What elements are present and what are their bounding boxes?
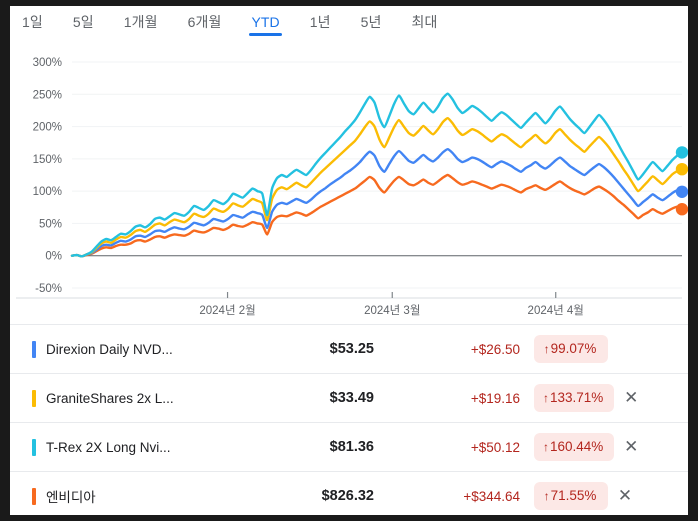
comparison-legend-list: Direxion Daily NVD... $53.25 +$26.50 ↑99.07… <box>10 324 688 515</box>
arrow-up-icon: ↑ <box>543 440 549 454</box>
security-change-amount: +$344.64 <box>463 488 520 504</box>
y-tick-label: 200% <box>33 122 62 134</box>
close-icon[interactable]: ✕ <box>624 388 639 407</box>
series-color-swatch <box>32 389 36 407</box>
security-change-amount: +$19.16 <box>470 390 520 406</box>
percent-value: 71.55% <box>550 488 597 503</box>
security-price: $33.49 <box>329 390 374 406</box>
tab-5일[interactable]: 5일 <box>72 14 94 30</box>
y-tick-label: 100% <box>33 186 62 198</box>
security-change-percent-badge: ↑71.55% <box>534 482 608 510</box>
y-tick-label: 150% <box>33 154 62 166</box>
series-endpoint-dot <box>675 146 688 159</box>
legend-row[interactable]: T-Rex 2X Long Nvi... $81.36 +$50.12 ↑160.44… <box>10 422 688 471</box>
y-tick-label: 0% <box>45 251 62 263</box>
security-change-percent-badge: ↑99.07% <box>534 335 608 363</box>
series-color-swatch <box>32 340 36 358</box>
chart-endpoint-markers <box>675 146 688 216</box>
security-change-amount: +$26.50 <box>470 341 520 357</box>
series-line <box>70 116 684 258</box>
series-endpoint-dot <box>675 185 688 198</box>
chart-series-lines <box>70 92 684 258</box>
percent-value: 99.07% <box>550 341 597 356</box>
tab-YTD[interactable]: YTD <box>249 14 283 36</box>
series-line <box>70 173 684 258</box>
series-color-swatch <box>32 438 36 456</box>
stock-comparison-card: 1일 5일 1개월 6개월 YTD 1년 5년 최대 300% 250% 200% 150% 100%… <box>10 6 688 515</box>
x-tick-label: 2024년 2월 <box>199 304 255 317</box>
security-name: T-Rex 2X Long Nvi... <box>46 439 171 455</box>
chart-gridlines <box>16 61 682 299</box>
percent-value: 160.44% <box>550 439 604 454</box>
x-tick-label: 2024년 3월 <box>364 304 420 317</box>
series-line <box>70 147 684 258</box>
chart-svg: 300%250%200%150%100%50%0%-50% 2024년 2월 20… <box>16 57 688 317</box>
performance-chart: 300% 250% 200% 150% 100% 50% 0% -50% 2024년 2월 20… <box>10 46 688 324</box>
tab-6개월[interactable]: 6개월 <box>187 14 222 30</box>
legend-row[interactable]: 엔비디아 $826.32 +$344.64 ↑71.55% ✕ <box>10 471 688 515</box>
y-tick-label: 250% <box>33 89 62 101</box>
y-tick-label: 50% <box>39 218 62 230</box>
security-name: 엔비디아 <box>46 490 96 505</box>
series-color-swatch <box>32 487 36 505</box>
y-tick-label: -50% <box>35 283 62 295</box>
tab-1일[interactable]: 1일 <box>22 14 43 30</box>
security-change-percent-badge: ↑133.71% <box>534 384 615 412</box>
security-name: GraniteShares 2x L... <box>46 390 174 406</box>
close-icon[interactable]: ✕ <box>624 437 639 456</box>
time-range-tabs: 1일 5일 1개월 6개월 YTD 1년 5년 최대 <box>10 6 688 44</box>
arrow-up-icon: ↑ <box>543 391 549 405</box>
legend-row[interactable]: Direxion Daily NVD... $53.25 +$26.50 ↑99.07… <box>10 324 688 373</box>
y-tick-label: 300% <box>33 57 62 69</box>
series-endpoint-dot <box>675 162 688 176</box>
chart-y-axis-labels: 300% 250% 200% 150% 100% 50% 0% -50% <box>33 57 62 295</box>
chart-x-axis-labels: 2024년 2월 2024년 3월 2024년 4월 <box>199 292 584 317</box>
legend-row[interactable]: GraniteShares 2x L... $33.49 +$19.16 ↑133.7… <box>10 373 688 422</box>
arrow-up-icon: ↑ <box>543 342 550 356</box>
security-price: $53.25 <box>329 341 374 357</box>
security-price: $826.32 <box>321 488 374 504</box>
series-endpoint-dot <box>675 203 688 216</box>
percent-value: 133.71% <box>550 390 604 405</box>
security-change-amount: +$50.12 <box>470 439 520 455</box>
security-name: Direxion Daily NVD... <box>46 341 173 357</box>
series-line <box>70 92 684 258</box>
tab-1년[interactable]: 1년 <box>309 14 331 30</box>
security-price: $81.36 <box>329 439 374 455</box>
tab-최대[interactable]: 최대 <box>411 14 438 30</box>
arrow-up-icon: ↑ <box>543 489 550 503</box>
security-change-percent-badge: ↑160.44% <box>534 433 615 461</box>
close-icon[interactable]: ✕ <box>617 486 633 505</box>
tab-5년[interactable]: 5년 <box>360 14 382 30</box>
x-tick-label: 2024년 4월 <box>528 304 584 317</box>
tab-1개월[interactable]: 1개월 <box>123 14 158 30</box>
